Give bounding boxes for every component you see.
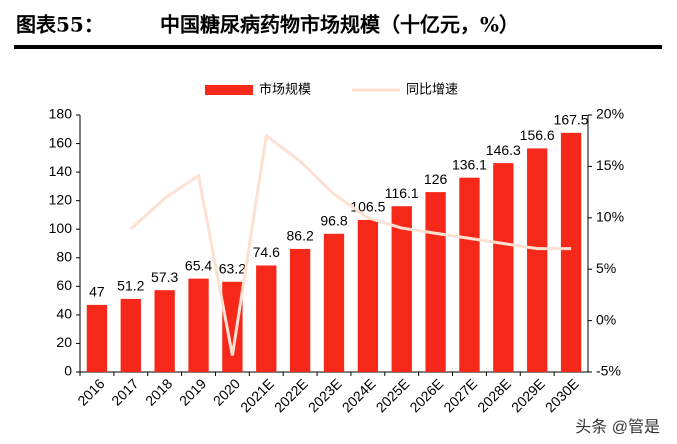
bar bbox=[357, 219, 379, 372]
bar bbox=[527, 148, 548, 372]
y2-tick-label: 0% bbox=[596, 311, 616, 327]
bar-value-label: 47 bbox=[89, 284, 105, 300]
y-tick-label: 160 bbox=[49, 134, 73, 150]
bar-value-label: 136.1 bbox=[452, 156, 487, 172]
figure-label: 图表55： bbox=[16, 13, 104, 37]
bar bbox=[459, 177, 480, 372]
bar bbox=[391, 206, 412, 372]
y2-tick-label: 20% bbox=[596, 106, 624, 122]
y-tick-label: 0 bbox=[64, 363, 72, 379]
bar bbox=[425, 192, 446, 372]
x-tick-label: 2016 bbox=[74, 375, 107, 408]
bar bbox=[222, 281, 243, 372]
x-tick-label: 2018 bbox=[142, 375, 175, 408]
x-tick-label: 2023E bbox=[305, 375, 345, 415]
y-tick-label: 140 bbox=[49, 163, 73, 179]
y-tick-label: 20 bbox=[56, 334, 72, 350]
bar-value-label: 57.3 bbox=[151, 269, 178, 285]
x-tick-label: 2029E bbox=[508, 375, 548, 415]
bar bbox=[86, 304, 108, 372]
x-tick-label: 2024E bbox=[339, 375, 379, 415]
x-tick-label: 2027E bbox=[440, 375, 480, 415]
y-tick-label: 100 bbox=[49, 220, 73, 236]
bar bbox=[289, 248, 311, 372]
x-tick-label: 2019 bbox=[176, 375, 209, 408]
bar bbox=[493, 163, 514, 372]
y2-tick-label: 15% bbox=[596, 157, 624, 173]
x-tick-label: 2017 bbox=[108, 375, 141, 408]
bar bbox=[120, 298, 141, 372]
y-tick-label: 180 bbox=[49, 106, 73, 122]
watermark: 头条 @管是 bbox=[575, 418, 660, 436]
y2-tick-label: 5% bbox=[596, 260, 616, 276]
bar-value-label: 116.1 bbox=[385, 185, 419, 201]
bar-value-label: 167.5 bbox=[554, 112, 589, 128]
bar bbox=[154, 290, 175, 372]
bar bbox=[256, 265, 277, 372]
x-tick-label: 2025E bbox=[373, 375, 413, 415]
chart-title: 中国糖尿病药物市场规模（十亿元，%） bbox=[160, 13, 519, 37]
y-tick-label: 120 bbox=[49, 191, 73, 207]
legend-label: 市场规模 bbox=[259, 81, 311, 96]
x-tick-label: 2021E bbox=[237, 375, 277, 415]
bar-value-label: 126 bbox=[424, 171, 448, 187]
x-tick-label: 2026E bbox=[406, 375, 446, 415]
growth-line bbox=[129, 132, 572, 356]
x-tick-label: 2028E bbox=[474, 375, 514, 415]
y-tick-label: 60 bbox=[56, 277, 72, 293]
bar-value-label: 86.2 bbox=[287, 228, 314, 244]
bar-value-label: 106.5 bbox=[350, 199, 385, 215]
y2-tick-label: -5% bbox=[596, 363, 621, 379]
bar bbox=[188, 278, 209, 372]
bar-value-label: 74.6 bbox=[253, 244, 280, 260]
bar-value-label: 96.8 bbox=[320, 212, 347, 228]
legend-swatch bbox=[205, 85, 253, 95]
legend-label: 同比增速 bbox=[406, 81, 458, 96]
y2-tick-label: 10% bbox=[596, 209, 624, 225]
y-tick-label: 40 bbox=[56, 306, 72, 322]
y-tick-label: 80 bbox=[56, 248, 72, 264]
bar-value-label: 146.3 bbox=[486, 142, 521, 158]
x-tick-label: 2030E bbox=[542, 375, 582, 415]
bar bbox=[323, 233, 345, 372]
bar-value-label: 156.6 bbox=[520, 127, 555, 143]
title-rule bbox=[14, 45, 662, 49]
x-tick-label: 2022E bbox=[271, 375, 311, 415]
bar-value-label: 65.4 bbox=[185, 257, 212, 273]
bar-value-label: 51.2 bbox=[117, 278, 144, 294]
bar-value-label: 63.2 bbox=[219, 260, 246, 276]
bar bbox=[560, 132, 582, 372]
